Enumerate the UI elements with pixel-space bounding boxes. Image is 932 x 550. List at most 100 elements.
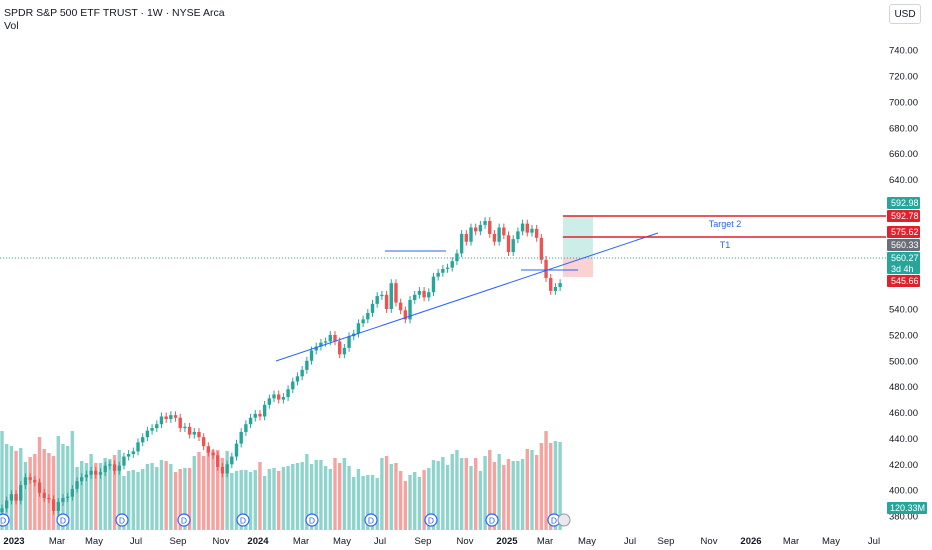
volume-tag-bg [887, 502, 927, 514]
volume-bar [398, 471, 403, 530]
price-tag-stop-bg [887, 275, 920, 287]
price-tag-close: 560.27 [891, 253, 919, 263]
candle-body [98, 472, 103, 475]
volume-bar [473, 458, 478, 530]
price-tag-last-bg [887, 239, 920, 251]
time-tick-label: Sep [415, 536, 432, 547]
candle-body [277, 394, 281, 400]
time-tick-label: May [333, 536, 351, 547]
candle-body [159, 416, 164, 425]
volume-bar [347, 466, 351, 530]
candle-body [155, 424, 159, 429]
volume-bar [248, 472, 253, 530]
candle-body [258, 413, 262, 417]
candle-body [544, 259, 548, 278]
volume-bar [183, 468, 187, 530]
volume-bar [94, 463, 98, 530]
volume-bar [244, 470, 248, 530]
candle-body [23, 477, 28, 486]
price-tag-target-2-top: 592.98 [891, 198, 919, 208]
volume-indicator-label[interactable]: Vol [4, 20, 19, 32]
candle-body [131, 451, 136, 454]
volume-bar [516, 461, 520, 530]
candle-body [225, 464, 229, 474]
dividend-marker [485, 513, 499, 527]
candle-body [47, 497, 51, 500]
time-tick-label: Jul [868, 536, 880, 547]
volume-bar [553, 441, 558, 530]
candle-body [464, 233, 469, 242]
candle-body [291, 381, 295, 390]
candle-body [323, 341, 328, 343]
time-tick-label: 2024 [247, 536, 269, 547]
candle-body [248, 417, 253, 425]
price-tag-target-2-bg [887, 210, 920, 222]
volume-bar [80, 461, 84, 530]
volume-bar [389, 464, 393, 530]
candle-body [37, 482, 42, 493]
time-tick-label: Mar [293, 536, 309, 547]
volume-bar [211, 450, 215, 530]
candle-body [187, 426, 192, 435]
candle-body [4, 500, 9, 509]
volume-bar [478, 471, 483, 530]
dividend-marker-label: D [240, 516, 246, 526]
candle-body [61, 497, 65, 502]
candle-body [558, 283, 562, 288]
volume-bar [122, 476, 126, 530]
candle-body [201, 437, 206, 447]
candle-body [384, 294, 389, 310]
symbol-title[interactable]: SPDR S&P 500 ETF TRUST · 1W · NYSE Arca [4, 7, 225, 19]
time-tick-label: Sep [170, 536, 187, 547]
time-tick-label: Mar [537, 536, 553, 547]
candle-body [488, 221, 492, 234]
candle-body [178, 417, 182, 429]
time-axis-bg [0, 530, 886, 550]
dividend-marker [177, 513, 191, 527]
volume-bar [173, 472, 178, 530]
price-tick-label: 500.00 [889, 356, 918, 367]
candle-body [417, 290, 422, 295]
candle-body [295, 376, 300, 382]
candle-body [267, 398, 272, 405]
candle-body [427, 292, 431, 298]
candle-body [173, 415, 178, 418]
candle-body [220, 466, 225, 474]
candle-body [234, 443, 239, 457]
candle-body [272, 394, 276, 399]
price-tick-label: 400.00 [889, 486, 918, 497]
candle-body [89, 470, 93, 475]
candle-body [511, 239, 515, 253]
volume-bar [98, 463, 103, 530]
candle-body [534, 228, 539, 238]
price-tick-label: 740.00 [889, 46, 918, 57]
candle-body [94, 470, 98, 475]
candle-body [366, 312, 370, 320]
price-tag-t1-bg [887, 226, 920, 238]
candle-body [408, 299, 412, 320]
candle-body [262, 404, 267, 417]
candle-body [305, 360, 309, 370]
volume-bar [197, 452, 201, 530]
candle-body [450, 261, 454, 268]
volume-bar [28, 457, 32, 530]
time-tick-label: 2026 [740, 536, 761, 547]
time-tick-label: Jul [624, 536, 636, 547]
candle-body [389, 283, 393, 310]
volume-bar [61, 444, 65, 530]
volume-bar [464, 458, 469, 530]
volume-bar [4, 444, 9, 530]
candle-body [42, 492, 46, 498]
volume-bar [230, 473, 234, 530]
currency-selector[interactable]: USD [889, 4, 921, 24]
candle-body [28, 477, 32, 480]
volume-bar [366, 475, 370, 530]
candle-body [473, 227, 478, 232]
candle-body [459, 233, 464, 254]
volume-bar [84, 463, 89, 530]
volume-bar [286, 466, 290, 530]
volume-bar [445, 465, 450, 530]
volume-bar [436, 461, 440, 530]
candle-body [370, 303, 375, 313]
